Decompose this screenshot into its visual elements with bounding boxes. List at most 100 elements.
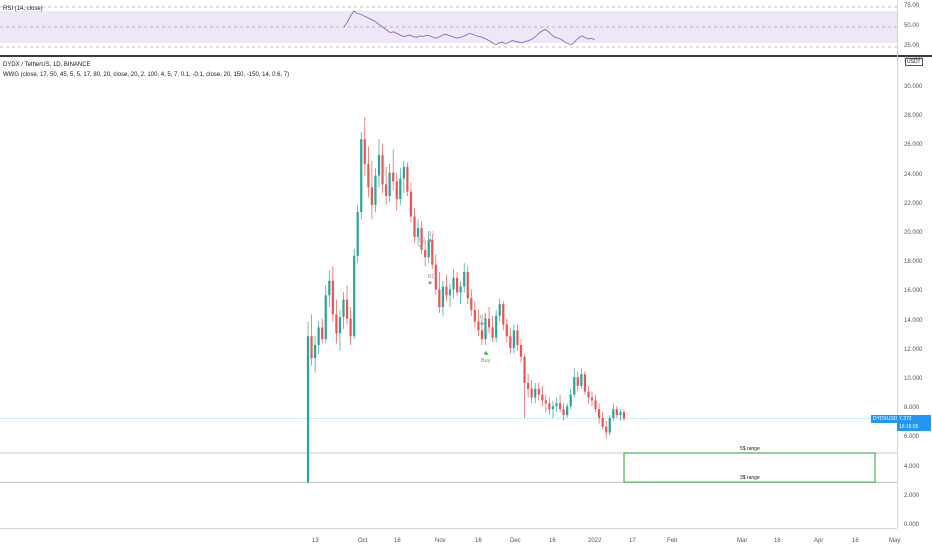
candle [530,380,533,404]
candle-body [331,280,334,315]
candle-body [590,397,594,401]
candle [345,285,349,325]
candle-body [516,330,519,345]
candle [470,289,473,316]
candle-body [388,172,391,197]
rsi-chart [0,6,897,48]
candle [551,400,555,418]
candle [558,394,562,413]
price-axis-label: 10.000 [904,376,923,382]
candle-body [530,388,533,398]
candle [598,403,601,424]
candle-body [377,155,381,176]
candle [562,403,565,421]
candle-body [498,304,501,316]
candle-body [420,228,423,251]
candle-body [349,318,352,337]
candle-body [576,377,579,386]
candle [527,374,530,398]
rsi-axis-label: 50.00 [904,23,920,29]
price-pane[interactable]: 5$ range 3$ range B2 B2 B2 B2 Buy [0,57,897,528]
candle-body [345,299,349,319]
candle-body [424,250,427,258]
rsi-axis-label: 25.00 [904,43,920,49]
candle [622,409,626,421]
candle [491,315,494,343]
candle-body [541,394,544,401]
candle [516,324,519,351]
candle-body [566,406,569,416]
symbol-title[interactable]: DYDX / TetherUS, 1D, BINANCE [3,62,91,68]
candle [583,371,586,395]
candle-body [523,356,526,383]
candle [310,314,313,366]
signal-diamond [419,244,423,249]
candle [413,207,416,243]
price-axis-label: 24.000 [904,171,923,178]
candle-body [438,289,441,307]
price-axis[interactable]: 75.0050.0025.0032.00030.00028.00026.0002… [897,0,932,528]
candle-body [512,330,515,348]
time-axis-label: Mar [737,538,748,544]
candle-body [505,324,508,337]
signal-mark: B2 [419,237,425,243]
indicator-title[interactable]: WWG (close, 17, 50, 45, 5, 5, 17, 80, 20… [3,72,290,78]
candle-body [402,166,405,179]
candle-body [342,299,345,318]
candle [377,139,381,188]
candle [317,321,320,354]
candle [569,388,572,410]
candle-body [562,409,565,416]
time-axis-label: May [889,538,901,544]
candle [399,168,402,205]
rsi-band [0,11,897,43]
candle-body [434,264,437,290]
candle-body [466,271,469,299]
pane-separator[interactable] [0,55,932,57]
candle [335,299,338,344]
candle-body [409,191,413,217]
candle [512,324,515,354]
range-box [623,452,876,483]
candle [416,219,420,246]
candle [566,403,569,418]
candle [619,409,622,421]
candle [406,162,409,197]
last-price-tag: DYDXUSDT 7.372 16:16:05 [871,414,931,431]
candle-body [544,400,547,404]
candle-body [310,336,313,359]
price-axis-label: 20.000 [904,230,923,236]
candle [314,336,317,373]
candle [360,131,363,220]
time-axis-label: 17 [629,538,636,544]
price-tag-symbol: DYDXUSDT [871,415,903,423]
candle [459,280,462,305]
candle-body [431,239,434,265]
candle-body [615,409,618,416]
time-axis-label: Nov [435,538,446,544]
candle-body [328,280,331,296]
price-axis-label: 12.000 [904,346,923,353]
candle [495,309,498,343]
candle [356,204,359,264]
currency-badge[interactable]: USDT [905,58,923,66]
signal-diamond [428,280,432,285]
candle-body [416,228,420,237]
candle [509,327,512,354]
time-axis-label: Dec [510,538,521,544]
candle-body [551,406,555,410]
time-axis[interactable]: 13 Oct 16 Nov 16 Dec 16 2022 17 Feb Mar 16 Apr 16 May [0,528,901,551]
candle-body [473,309,476,322]
candle [523,353,526,418]
candle-body [491,327,494,338]
candle-body [353,255,356,337]
signal-mark: B2 [428,274,434,280]
candle [498,298,501,322]
candle-body [487,318,491,328]
candle-body [360,139,363,213]
candle-body [413,216,416,237]
candle-body [619,412,622,416]
candle-body [395,181,398,199]
candle [534,382,537,404]
rsi-pane[interactable] [0,0,897,55]
